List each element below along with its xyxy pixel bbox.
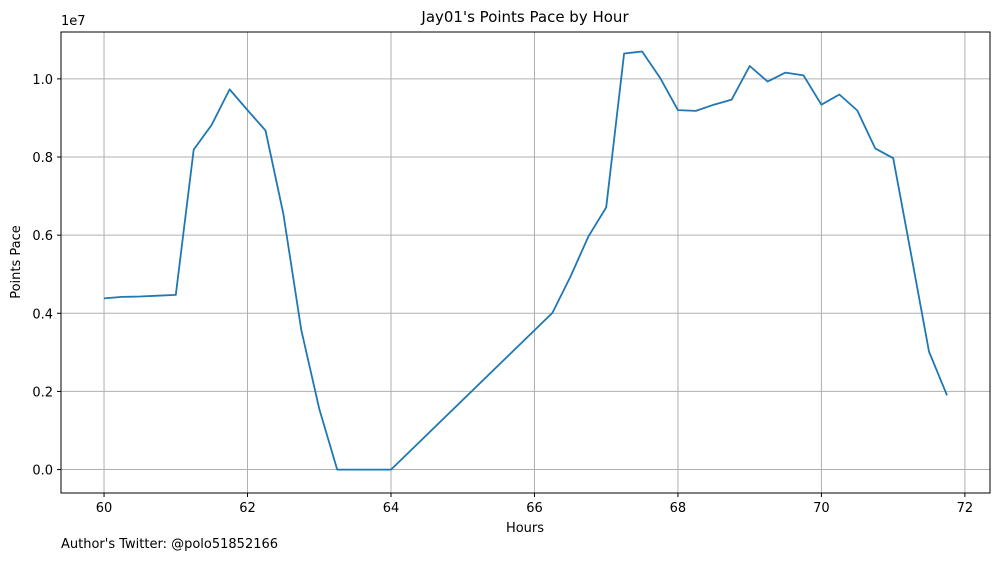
x-tick-label: 64 bbox=[383, 501, 400, 516]
plot-frame bbox=[60, 31, 991, 494]
series-line-0 bbox=[103, 50, 948, 471]
y-tick-label: 0.4 bbox=[32, 307, 53, 322]
x-tick-label: 60 bbox=[96, 501, 113, 516]
x-tick-label: 66 bbox=[526, 501, 543, 516]
y-offset-label: 1e7 bbox=[61, 14, 86, 29]
y-tick-label: 0.0 bbox=[32, 464, 53, 479]
y-axis-label: Points Pace bbox=[9, 225, 24, 299]
x-tick-label: 72 bbox=[957, 501, 974, 516]
series-group bbox=[103, 50, 948, 471]
x-tick-label: 68 bbox=[670, 501, 687, 516]
y-tick-label: 0.6 bbox=[32, 229, 53, 244]
chart-title: Jay01's Points Pace by Hour bbox=[420, 8, 629, 26]
author-credit: Author's Twitter: @polo51852166 bbox=[61, 537, 279, 552]
grid-lines bbox=[61, 32, 990, 493]
x-tick-label: 70 bbox=[813, 501, 830, 516]
y-tick-label: 0.8 bbox=[32, 151, 53, 166]
y-tick-label: 1.0 bbox=[32, 73, 53, 88]
axis-ticks: 60 62 64 66 68 70 72 0.0 0.2 0.4 0.6 0.8 1.0 bbox=[32, 73, 973, 516]
x-tick-label: 62 bbox=[239, 501, 256, 516]
y-tick-label: 0.2 bbox=[32, 385, 53, 400]
x-axis-label: Hours bbox=[506, 521, 544, 536]
